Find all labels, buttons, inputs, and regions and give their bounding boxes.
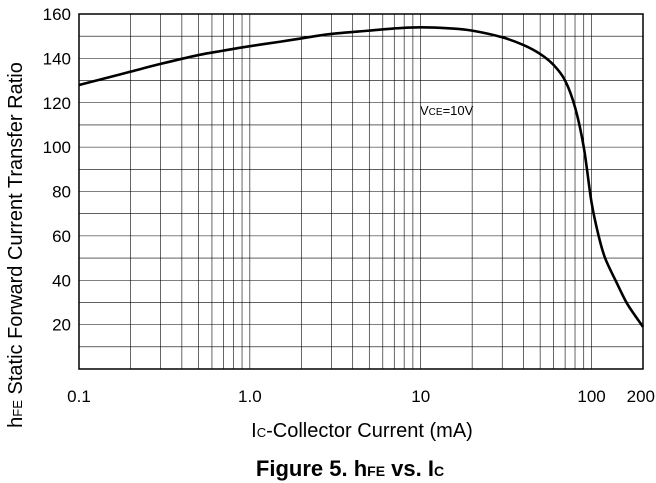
x-axis-label: IC-Collector Current (mA) xyxy=(251,420,473,442)
vce-annotation: VCE=10V xyxy=(420,103,474,118)
x-tick-label: 0.1 xyxy=(67,387,91,406)
y-tick-label: 100 xyxy=(43,138,71,157)
y-axis-label: hFE Static Forward Current Transfer Rati… xyxy=(5,62,27,428)
y-tick-label: 20 xyxy=(52,316,71,335)
y-tick-labels: 20 40 60 80 100 120 140 160 xyxy=(43,5,71,335)
y-tick-label: 40 xyxy=(52,271,71,290)
x-tick-label: 100 xyxy=(577,387,605,406)
y-tick-label: 80 xyxy=(52,183,71,202)
y-tick-label: 160 xyxy=(43,5,71,24)
x-tick-label: 10 xyxy=(411,387,430,406)
y-tick-label: 140 xyxy=(43,49,71,68)
plot-frame xyxy=(78,13,644,370)
y-tick-label: 60 xyxy=(52,227,71,246)
x-tick-label: 200 xyxy=(627,387,655,406)
grid xyxy=(79,14,643,369)
hfe-curve xyxy=(78,26,645,328)
x-tick-label: 1.0 xyxy=(238,387,262,406)
figure-caption: Figure 5. hFE vs. IC xyxy=(256,456,444,481)
x-tick-labels: 0.1 1.0 10 100 200 xyxy=(67,387,655,406)
y-tick-label: 120 xyxy=(43,94,71,113)
